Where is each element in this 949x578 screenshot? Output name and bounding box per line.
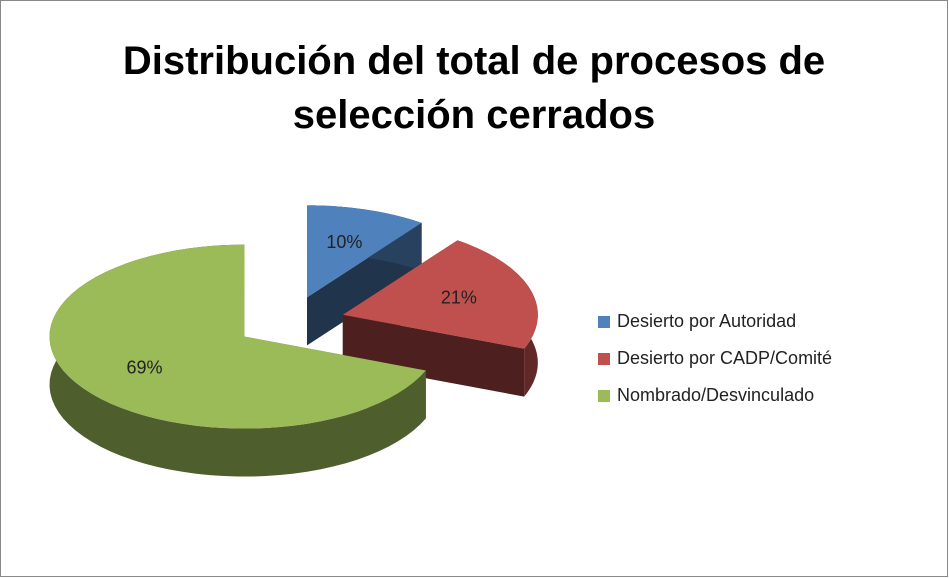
slice-wall	[342, 314, 525, 397]
data-label: 21%	[441, 288, 477, 308]
data-label: 69%	[127, 357, 163, 377]
legend-label: Desierto por CADP/Comité	[617, 348, 832, 368]
slice	[306, 205, 422, 298]
legend-swatch	[598, 353, 610, 365]
legend-label: Nombrado/Desvinculado	[617, 385, 814, 405]
slice	[49, 244, 426, 429]
chart-title: Distribución del total de procesos de se…	[122, 39, 826, 137]
legend-swatch	[598, 390, 610, 402]
legend-swatch	[598, 316, 610, 328]
legend-label: Desierto por Autoridad	[617, 311, 796, 331]
data-label: 10%	[326, 232, 362, 252]
slice	[342, 240, 538, 349]
